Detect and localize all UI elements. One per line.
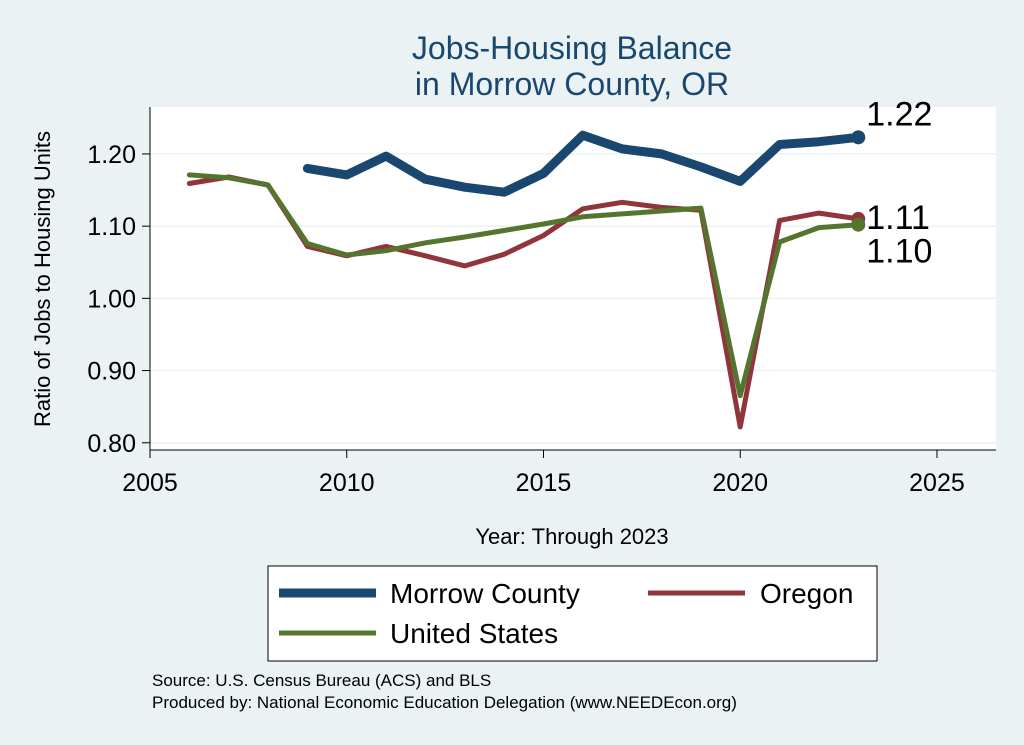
legend: Morrow County Oregon United States — [267, 565, 878, 662]
x-axis-ticks: 2005 2010 2015 2020 2025 — [122, 450, 965, 497]
end-point-morrow-county — [851, 130, 866, 145]
legend-label-morrow-county: Morrow County — [390, 578, 580, 609]
x-axis-title: Year: Through 2023 — [475, 524, 668, 549]
x-tick-label: 2025 — [909, 469, 965, 497]
plot-area — [150, 107, 996, 450]
source-note: Source: U.S. Census Bureau (ACS) and BLS — [152, 671, 491, 690]
legend-label-oregon: Oregon — [760, 578, 853, 609]
x-tick-label: 2015 — [516, 469, 572, 497]
x-tick-label: 2020 — [712, 469, 768, 497]
series-line-united-states — [186, 172, 861, 399]
y-tick-label: 1.20 — [87, 141, 136, 169]
y-tick-label: 0.80 — [87, 430, 136, 458]
y-tick-label: 0.90 — [87, 358, 136, 386]
y-axis-title: Ratio of Jobs to Housing Units — [30, 131, 55, 427]
end-point-united-states — [851, 217, 866, 232]
y-axis-ticks: 0.80 0.90 1.00 1.10 1.20 — [87, 141, 150, 458]
producer-note: Produced by: National Economic Education… — [152, 693, 737, 712]
legend-label-united-states: United States — [390, 618, 558, 649]
x-tick-label: 2005 — [122, 469, 178, 497]
end-label-united-states: 1.10 — [866, 233, 932, 271]
y-tick-label: 1.00 — [87, 285, 136, 313]
end-label-morrow-county: 1.22 — [866, 95, 932, 133]
series-group — [186, 130, 866, 430]
x-tick-label: 2010 — [319, 469, 375, 497]
legend-box — [267, 565, 878, 662]
chart-title-line-2: in Morrow County, OR — [415, 66, 729, 102]
y-tick-label: 1.10 — [87, 213, 136, 241]
series-line-morrow-county — [302, 130, 863, 197]
end-label-oregon: 1.11 — [866, 199, 930, 237]
end-labels: 1.22 1.111.10 — [866, 95, 932, 270]
chart-title-line-1: Jobs-Housing Balance — [412, 30, 732, 66]
